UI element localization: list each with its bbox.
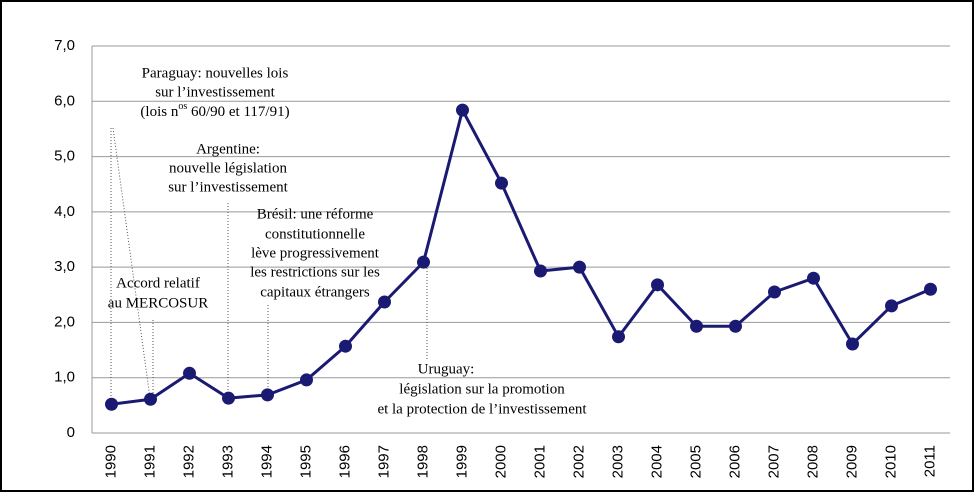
data-point bbox=[690, 319, 703, 333]
annotation-line: lève progressivement bbox=[251, 245, 380, 261]
x-tick-label: 2008 bbox=[804, 445, 821, 478]
x-tick-label: 2009 bbox=[843, 445, 860, 478]
x-tick-label: 2006 bbox=[726, 445, 743, 478]
annotation-line: Paraguay: nouvelles lois bbox=[142, 65, 289, 81]
x-tick-label: 2003 bbox=[609, 445, 626, 478]
data-point bbox=[885, 299, 898, 313]
data-point bbox=[339, 339, 352, 353]
data-point bbox=[183, 366, 196, 380]
data-point bbox=[222, 391, 235, 405]
annotation-line: sur l’investissement bbox=[155, 84, 275, 100]
x-tick-label: 1990 bbox=[102, 445, 119, 478]
x-tick-label: 1992 bbox=[180, 445, 197, 478]
x-tick-label: 2000 bbox=[492, 445, 509, 478]
data-point bbox=[417, 255, 430, 269]
annotation-line: (lois nos 60/90 et 117/91) bbox=[140, 101, 289, 120]
annotation-line: au MERCOSUR bbox=[108, 295, 208, 311]
annotation-line: législation sur la promotion bbox=[399, 381, 565, 397]
annotations: Paraguay: nouvelles lois sur l’investiss… bbox=[108, 65, 588, 417]
data-point bbox=[495, 176, 508, 190]
x-tick-label: 1999 bbox=[453, 445, 470, 478]
y-tick-label: 6,0 bbox=[54, 92, 75, 109]
data-point bbox=[729, 319, 742, 333]
annotation-line: nouvelle législation bbox=[169, 160, 287, 176]
annotation-line: Argentine: bbox=[196, 141, 260, 157]
data-point bbox=[456, 103, 469, 117]
annotation-part: (lois n bbox=[140, 104, 178, 120]
x-tick-label: 1993 bbox=[219, 445, 236, 478]
leader-lines bbox=[110, 127, 428, 404]
y-tick-label: 4,0 bbox=[54, 203, 75, 220]
x-tick-label: 2007 bbox=[765, 445, 782, 478]
x-tick-label: 2004 bbox=[648, 445, 665, 478]
x-tick-label: 2001 bbox=[531, 445, 548, 478]
annotation-line: Accord relatif bbox=[116, 275, 200, 291]
data-point bbox=[612, 330, 625, 344]
data-point bbox=[261, 388, 274, 402]
annotation-line: les restrictions sur les bbox=[250, 264, 380, 280]
y-tick-label: 5,0 bbox=[54, 148, 75, 165]
data-point bbox=[378, 295, 391, 309]
annotation-line: constitutionnelle bbox=[265, 226, 365, 242]
y-tick-label: 3,0 bbox=[54, 258, 75, 275]
data-point bbox=[300, 373, 313, 387]
annotation-superscript: os bbox=[178, 101, 187, 112]
annotation-line: Brésil: une réforme bbox=[257, 206, 374, 222]
y-tick-label: 0 bbox=[67, 424, 75, 441]
x-tick-label: 2005 bbox=[687, 445, 704, 478]
x-tick-label: 2011 bbox=[921, 445, 938, 477]
data-point bbox=[534, 264, 547, 278]
annotation-line: capitaux étrangers bbox=[260, 284, 370, 300]
x-tick-label: 2002 bbox=[570, 445, 587, 478]
x-tick-label: 1997 bbox=[375, 445, 392, 478]
x-tick-label: 1991 bbox=[141, 445, 158, 478]
annotation-line: et la protection de l’investissement bbox=[377, 401, 587, 417]
data-point bbox=[846, 337, 859, 351]
y-tick-label: 7,0 bbox=[54, 37, 75, 54]
data-point bbox=[807, 271, 820, 285]
x-tick-label: 1996 bbox=[336, 445, 353, 478]
series-line bbox=[111, 106, 932, 406]
x-tick-label: 2010 bbox=[882, 445, 899, 478]
annotation-part: 60/90 et 117/91) bbox=[187, 104, 289, 120]
data-point bbox=[105, 397, 118, 411]
annotation-line: Uruguay: bbox=[418, 361, 475, 377]
data-point bbox=[768, 285, 781, 299]
y-tick-label: 2,0 bbox=[54, 313, 75, 330]
annotation-line: sur l’investissement bbox=[168, 179, 288, 195]
data-point bbox=[924, 282, 937, 296]
data-point bbox=[144, 392, 157, 406]
x-tick-label: 1995 bbox=[297, 445, 314, 478]
y-tick-label: 1,0 bbox=[54, 369, 75, 386]
x-tick-label: 1994 bbox=[258, 445, 275, 478]
data-point bbox=[651, 278, 664, 292]
x-tick-label: 1998 bbox=[414, 445, 431, 478]
data-point bbox=[573, 260, 586, 274]
